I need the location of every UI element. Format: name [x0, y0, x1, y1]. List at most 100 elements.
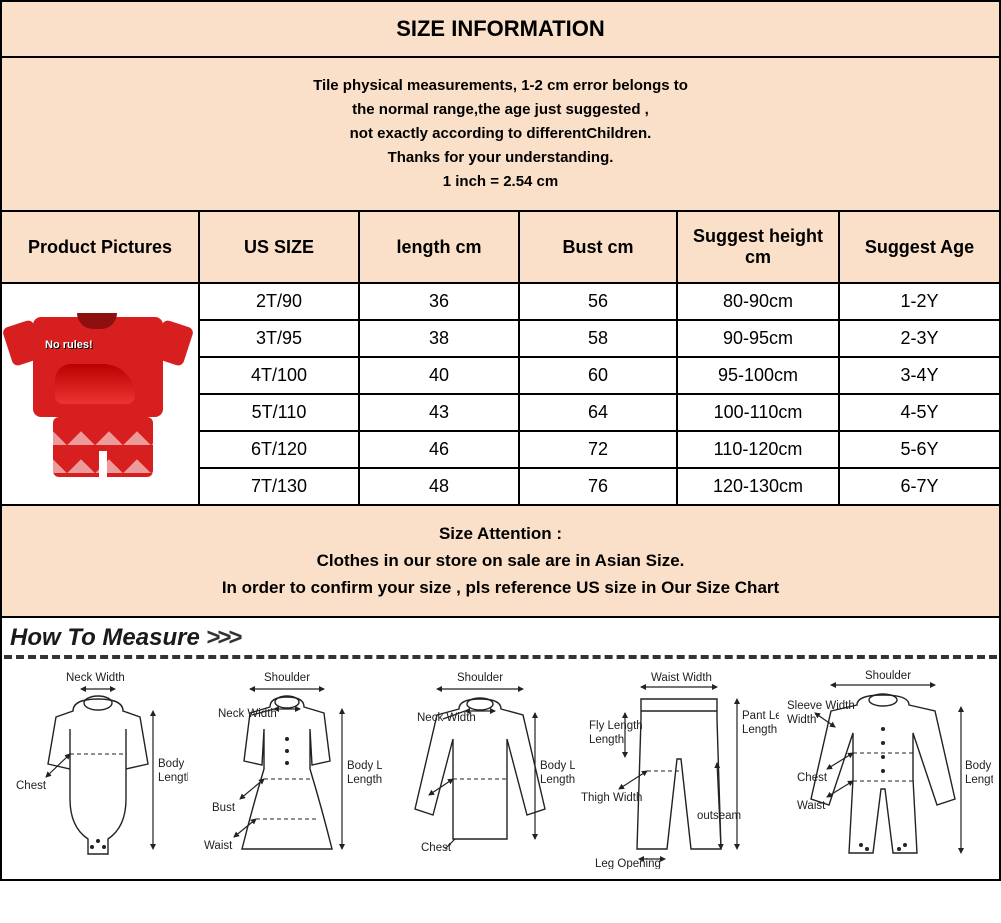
svg-text:Length: Length	[965, 774, 993, 786]
label-sleeve-width: Sleeve Width	[787, 700, 855, 712]
label-shoulder: Shoulder	[457, 672, 503, 684]
attention-line: In order to confirm your size , pls refe…	[222, 578, 779, 597]
diagram-pants: Waist Width Fly Length Length Thigh Widt…	[579, 669, 779, 869]
cell-height: 100-110cm	[678, 395, 840, 430]
product-picture-cell: No rules!	[2, 284, 200, 504]
label-chest: Chest	[421, 842, 452, 854]
desc-line: 1 inch = 2.54 cm	[443, 173, 558, 190]
cell-age: 4-5Y	[840, 395, 999, 430]
cell-height: 120-130cm	[678, 469, 840, 504]
header-pic: Product Pictures	[2, 212, 200, 282]
label-body-length: Body Length	[347, 760, 382, 772]
attention: Size Attention : Clothes in our store on…	[2, 506, 999, 618]
desc-line: the normal range,the age just suggested …	[352, 101, 649, 118]
attention-title: Size Attention :	[439, 524, 562, 543]
measurement-diagrams: Neck Width Chest Body Length Length Shou…	[2, 663, 999, 879]
cell-age: 1-2Y	[840, 284, 999, 319]
header-size: US SIZE	[200, 212, 360, 282]
desc-line: Thanks for your understanding.	[388, 149, 614, 166]
cell-age: 5-6Y	[840, 432, 999, 467]
label-bust: Bust	[212, 802, 236, 814]
cell-height: 110-120cm	[678, 432, 840, 467]
cell-length: 38	[360, 321, 520, 356]
svg-text:Length: Length	[347, 774, 382, 786]
label-thigh-width: Thigh Width	[581, 792, 642, 804]
howto-underline	[4, 655, 997, 659]
label-body-length: Body Length	[158, 758, 188, 770]
shorts-icon	[53, 417, 153, 477]
label-waist: Waist	[204, 840, 233, 852]
cell-length: 48	[360, 469, 520, 504]
table-row: 5T/110 43 64 100-110cm 4-5Y	[200, 395, 999, 432]
diagram-shirt: Shoulder Neck Width Chest Body Length Le…	[385, 669, 575, 869]
label-chest: Chest	[16, 780, 47, 792]
cell-size: 4T/100	[200, 358, 360, 393]
label-body-length: Body Length	[540, 760, 575, 772]
cell-bust: 58	[520, 321, 678, 356]
product-picture: No rules!	[15, 309, 185, 479]
cell-size: 6T/120	[200, 432, 360, 467]
title: SIZE INFORMATION	[2, 2, 999, 58]
cell-age: 2-3Y	[840, 321, 999, 356]
how-to-measure-title: How To Measure >>>	[2, 618, 999, 655]
label-waist: Waist	[797, 800, 826, 812]
cell-length: 43	[360, 395, 520, 430]
diagram-onesie: Neck Width Chest Body Length Length	[8, 669, 188, 869]
desc-line: Tile physical measurements, 1-2 cm error…	[313, 77, 688, 94]
data-columns: 2T/90 36 56 80-90cm 1-2Y 3T/95 38 58 90-…	[200, 284, 999, 504]
tshirt-text: No rules!	[45, 339, 93, 351]
label-neck-width: Neck Width	[66, 672, 125, 684]
header-length: length cm	[360, 212, 520, 282]
cell-height: 80-90cm	[678, 284, 840, 319]
label-body-length: Body Length	[965, 760, 993, 772]
diagram-coverall: Shoulder Sleeve Width Width Chest Waist …	[783, 669, 993, 869]
desc-line: not exactly according to differentChildr…	[350, 125, 652, 142]
chevron-right-icon: >>>	[206, 624, 239, 651]
table-body: No rules! 2T/90 36 56 80-90cm 1-2Y 3T/95…	[2, 284, 999, 506]
diagram-dress: Shoulder Neck Width Bust Waist Body Leng…	[192, 669, 382, 869]
cell-age: 3-4Y	[840, 358, 999, 393]
table-row: 2T/90 36 56 80-90cm 1-2Y	[200, 284, 999, 321]
cell-age: 6-7Y	[840, 469, 999, 504]
label-chest: Chest	[797, 772, 828, 784]
cell-bust: 72	[520, 432, 678, 467]
howto-text: How To Measure	[10, 624, 200, 651]
cell-length: 46	[360, 432, 520, 467]
table-row: 4T/100 40 60 95-100cm 3-4Y	[200, 358, 999, 395]
label-waist-width: Waist Width	[651, 672, 712, 684]
cell-size: 7T/130	[200, 469, 360, 504]
header-height: Suggest height cm	[678, 212, 840, 282]
table-header-row: Product Pictures US SIZE length cm Bust …	[2, 212, 999, 284]
cell-size: 3T/95	[200, 321, 360, 356]
header-age: Suggest Age	[840, 212, 999, 282]
label-outseam: outseam	[697, 810, 741, 822]
label-neck-width: Neck Width	[218, 708, 277, 720]
label-pant-length: Pant Length	[742, 710, 779, 722]
cell-length: 40	[360, 358, 520, 393]
svg-text:Length: Length	[589, 734, 624, 746]
label-shoulder: Shoulder	[865, 670, 911, 682]
svg-text:Width: Width	[787, 714, 816, 726]
description: Tile physical measurements, 1-2 cm error…	[2, 58, 999, 212]
label-body-length2: Length	[158, 772, 188, 784]
table-row: 3T/95 38 58 90-95cm 2-3Y	[200, 321, 999, 358]
label-leg-opening: Leg Opening	[595, 858, 661, 869]
cell-height: 95-100cm	[678, 358, 840, 393]
label-shoulder: Shoulder	[264, 672, 310, 684]
label-fly-length: Fly Length	[589, 720, 643, 732]
svg-text:Length: Length	[540, 774, 575, 786]
cell-bust: 76	[520, 469, 678, 504]
cell-bust: 60	[520, 358, 678, 393]
size-chart-container: SIZE INFORMATION Tile physical measureme…	[0, 0, 1001, 881]
cell-bust: 64	[520, 395, 678, 430]
cell-size: 2T/90	[200, 284, 360, 319]
header-bust: Bust cm	[520, 212, 678, 282]
table-row: 6T/120 46 72 110-120cm 5-6Y	[200, 432, 999, 469]
cell-length: 36	[360, 284, 520, 319]
attention-line: Clothes in our store on sale are in Asia…	[317, 551, 685, 570]
cell-size: 5T/110	[200, 395, 360, 430]
svg-text:Length: Length	[742, 724, 777, 736]
cell-height: 90-95cm	[678, 321, 840, 356]
table-row: 7T/130 48 76 120-130cm 6-7Y	[200, 469, 999, 504]
cell-bust: 56	[520, 284, 678, 319]
